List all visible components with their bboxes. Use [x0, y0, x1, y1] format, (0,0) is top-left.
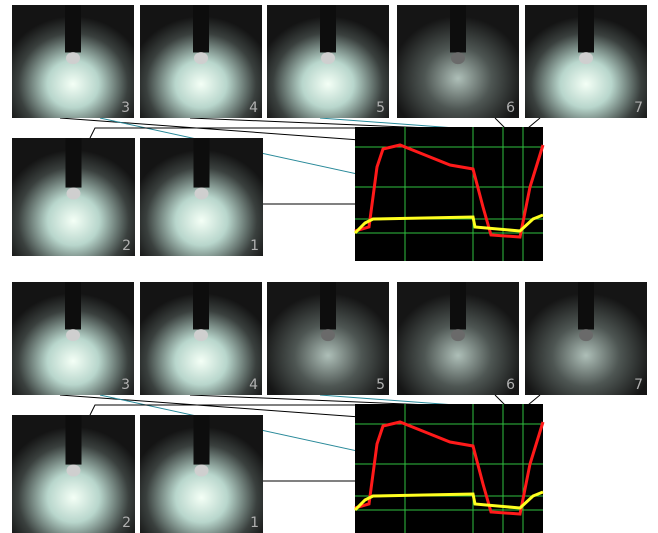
electrode: [450, 5, 466, 53]
frame-label: 1: [250, 238, 259, 254]
frame-label: 4: [249, 100, 258, 116]
connector-line: [527, 394, 541, 406]
droplet: [66, 52, 80, 65]
electrode: [65, 415, 82, 465]
electrode: [193, 415, 210, 465]
frame-label: 7: [634, 100, 643, 116]
droplet: [66, 187, 81, 200]
scope-yellow-trace: [353, 490, 544, 512]
connector-line: [527, 117, 541, 129]
droplet: [194, 464, 209, 477]
electrode: [578, 282, 594, 330]
droplet: [66, 464, 81, 477]
frame-label: 1: [250, 515, 259, 531]
frame-label: 4: [249, 377, 258, 393]
droplet: [321, 52, 335, 65]
droplet: [194, 329, 208, 342]
frame-label: 2: [122, 515, 131, 531]
connector-line: [494, 117, 506, 129]
frame-label: 3: [121, 377, 130, 393]
droplet: [451, 329, 465, 342]
droplet: [579, 52, 593, 65]
figure-group: 3 4 5 6 7 2 1: [12, 282, 647, 533]
electrode: [65, 5, 81, 53]
frame-label: 6: [506, 100, 515, 116]
frame-label: 5: [376, 377, 385, 393]
scope-red-trace: [354, 143, 545, 239]
frame-label: 5: [376, 100, 385, 116]
electrode: [193, 5, 209, 53]
scope-red-trace: [354, 420, 545, 516]
droplet: [194, 187, 209, 200]
electrode: [320, 5, 336, 53]
frame-label: 2: [122, 238, 131, 254]
droplet: [321, 329, 335, 342]
scope-yellow-trace: [353, 213, 544, 235]
droplet: [579, 329, 593, 342]
frame-label: 7: [634, 377, 643, 393]
frame-label: 3: [121, 100, 130, 116]
electrode: [65, 282, 81, 330]
electrode: [578, 5, 594, 53]
electrode: [193, 282, 209, 330]
oscilloscope: [353, 404, 545, 533]
figure-group: 3 4 5 6 7 2 1: [12, 5, 647, 261]
droplet: [451, 52, 465, 65]
electrode: [450, 282, 466, 330]
frame-label: 6: [506, 377, 515, 393]
electrode: [320, 282, 336, 330]
connector-line: [494, 394, 506, 406]
oscilloscope: [353, 127, 545, 261]
droplet: [66, 329, 80, 342]
electrode: [193, 138, 210, 188]
electrode: [65, 138, 82, 188]
droplet: [194, 52, 208, 65]
